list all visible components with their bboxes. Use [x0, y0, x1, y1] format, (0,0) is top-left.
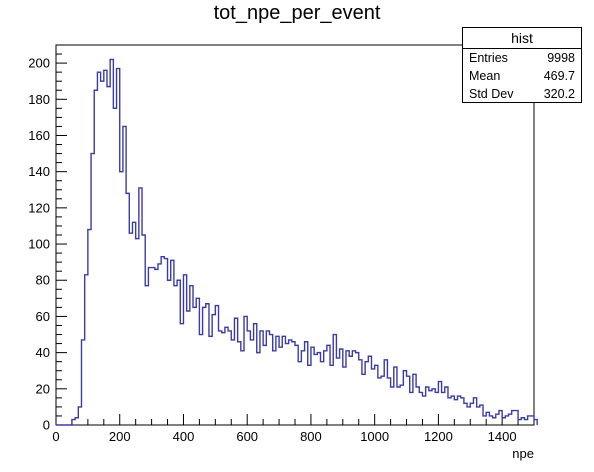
histogram-bin	[250, 340, 253, 425]
histogram-bin	[432, 389, 435, 425]
histogram-bin	[180, 324, 183, 425]
histogram-bin	[97, 72, 100, 425]
x-tick-label: 600	[236, 429, 258, 444]
y-tick-label: 160	[28, 128, 50, 143]
histogram-bin	[477, 407, 480, 425]
histogram-bin	[187, 311, 190, 425]
histogram-bin	[228, 331, 231, 425]
histogram-bin	[314, 354, 317, 425]
y-tick-label: 40	[36, 345, 50, 360]
histogram-bin	[199, 335, 202, 425]
histogram-bin	[289, 340, 292, 425]
histogram-bin	[152, 268, 155, 425]
histogram-bin	[120, 172, 123, 425]
histogram-bin	[104, 70, 107, 425]
histogram-bin	[107, 87, 110, 425]
histogram-bin	[349, 356, 352, 425]
histogram-bin	[238, 342, 241, 425]
histogram-bin	[458, 396, 461, 425]
histogram-bin	[231, 340, 234, 425]
histogram-bin	[320, 362, 323, 425]
histogram-bin	[132, 222, 135, 425]
histogram-bin	[397, 387, 400, 425]
y-tick-label: 120	[28, 200, 50, 215]
histogram-bin	[129, 233, 132, 425]
histogram-bin	[400, 385, 403, 425]
histogram-bin	[101, 81, 104, 425]
histogram-bin	[273, 351, 276, 425]
x-tick-label: 1400	[488, 429, 517, 444]
y-tick-label: 0	[43, 418, 50, 433]
histogram-bin	[524, 420, 527, 425]
chart-title: tot_npe_per_event	[213, 2, 381, 24]
stats-box-title: hist	[463, 28, 581, 49]
y-tick-label: 20	[36, 381, 50, 396]
histogram-bin	[168, 280, 171, 425]
histogram-bin	[225, 327, 228, 425]
histogram-bin	[155, 269, 158, 425]
histogram-bin	[257, 353, 260, 425]
x-tick-label: 1000	[360, 429, 389, 444]
histogram-bin	[222, 333, 225, 425]
stats-std-label: Std Dev	[469, 87, 514, 101]
stats-entries-row: Entries 9998	[463, 49, 581, 67]
histogram-bin	[448, 398, 451, 425]
stats-std-row: Std Dev 320.2	[463, 85, 581, 103]
histogram-bin	[493, 418, 496, 425]
histogram-bin	[429, 391, 432, 425]
stats-mean-value: 469.7	[543, 69, 575, 83]
x-tick-label: 200	[109, 429, 131, 444]
histogram-bin	[343, 367, 346, 425]
stats-entries-value: 9998	[547, 51, 575, 65]
histogram-bin	[352, 351, 355, 425]
histogram-bin	[378, 378, 381, 425]
histogram-bin	[247, 331, 250, 425]
y-tick-label: 180	[28, 92, 50, 107]
histogram-bin	[145, 286, 148, 425]
histogram-bin	[174, 286, 177, 425]
stats-mean-label: Mean	[469, 69, 501, 83]
y-tick-label: 80	[36, 273, 50, 288]
histogram-bin	[136, 239, 139, 425]
y-tick-label: 140	[28, 164, 50, 179]
histogram-bin	[209, 336, 212, 425]
histogram-bin	[298, 362, 301, 425]
stats-box: hist Entries 9998 Mean 469.7 Std Dev 320…	[462, 27, 582, 103]
histogram-bin	[362, 374, 365, 425]
histogram-bin	[241, 351, 244, 425]
histogram-bin	[356, 353, 359, 425]
histogram-bin	[330, 365, 333, 425]
histogram-bin	[161, 257, 164, 425]
histogram-bin	[410, 392, 413, 425]
y-tick-label: 200	[28, 56, 50, 71]
x-axis-label: npe	[512, 446, 534, 461]
histogram-bin	[285, 344, 288, 425]
stats-std-value: 320.2	[543, 87, 575, 101]
histogram-bin	[219, 331, 222, 425]
histogram-bin	[110, 59, 113, 425]
histogram-bin	[148, 268, 151, 425]
x-tick-label: 0	[52, 429, 59, 444]
x-tick-label: 400	[173, 429, 195, 444]
histogram-outline	[56, 58, 538, 426]
histogram-bin	[317, 353, 320, 425]
histogram-bin	[442, 392, 445, 425]
histogram-bin	[292, 342, 295, 425]
x-tick-label: 1200	[424, 429, 453, 444]
histogram-bin	[113, 108, 116, 425]
stats-entries-label: Entries	[469, 51, 508, 65]
histogram-bin	[282, 336, 285, 425]
histogram-bin	[193, 307, 196, 425]
y-tick-label: 100	[28, 237, 50, 252]
histogram-bin	[158, 264, 161, 425]
stats-mean-row: Mean 469.7	[463, 67, 581, 85]
histogram-bin	[279, 347, 282, 425]
histogram-bin	[263, 345, 266, 425]
histogram-bin	[336, 358, 339, 425]
histogram-bin	[381, 376, 384, 425]
y-tick-label: 60	[36, 309, 50, 324]
histogram-bin	[164, 259, 167, 425]
x-tick-label: 800	[300, 429, 322, 444]
